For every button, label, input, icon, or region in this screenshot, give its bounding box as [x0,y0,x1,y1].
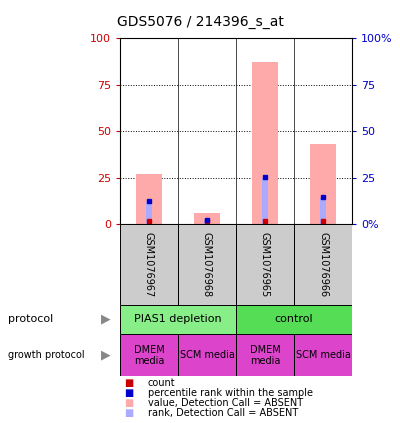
Bar [136,174,162,224]
Text: GSM1076968: GSM1076968 [202,232,212,297]
Bar [178,334,236,376]
Bar [236,224,294,305]
Text: control: control [275,314,313,324]
Text: growth protocol: growth protocol [8,350,85,360]
Text: GSM1076967: GSM1076967 [144,232,154,297]
Text: GDS5076 / 214396_s_at: GDS5076 / 214396_s_at [116,15,284,29]
Text: PIAS1 depletion: PIAS1 depletion [134,314,222,324]
Bar [262,178,268,224]
Bar [178,224,236,305]
Bar [320,198,326,224]
Bar [294,334,352,376]
Bar [120,305,236,334]
Text: percentile rank within the sample: percentile rank within the sample [148,388,313,398]
Text: ■: ■ [124,388,133,398]
Text: SCM media: SCM media [296,350,350,360]
Bar [252,62,278,224]
Bar [204,220,210,224]
Text: ▶: ▶ [101,313,111,326]
Text: GSM1076965: GSM1076965 [260,232,270,297]
Text: SCM media: SCM media [180,350,234,360]
Text: ■: ■ [124,378,133,388]
Bar [236,334,294,376]
Bar [120,224,178,305]
Text: count: count [148,378,176,388]
Bar [310,144,336,224]
Text: protocol: protocol [8,314,53,324]
Bar [294,224,352,305]
Bar [120,334,178,376]
Bar [194,213,220,224]
Text: DMEM
media: DMEM media [250,344,280,366]
Bar [146,202,152,224]
Bar [236,305,352,334]
Text: value, Detection Call = ABSENT: value, Detection Call = ABSENT [148,398,303,408]
Text: GSM1076966: GSM1076966 [318,232,328,297]
Text: rank, Detection Call = ABSENT: rank, Detection Call = ABSENT [148,408,298,418]
Text: ■: ■ [124,408,133,418]
Text: DMEM
media: DMEM media [134,344,164,366]
Text: ▶: ▶ [101,349,111,362]
Text: ■: ■ [124,398,133,408]
